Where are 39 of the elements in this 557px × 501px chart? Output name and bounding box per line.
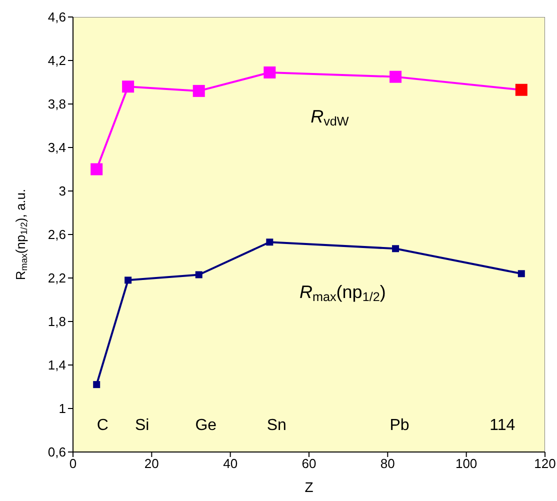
point [390, 70, 402, 83]
y-tick-label: 2,6 [48, 227, 66, 242]
y-tick-label: 3,8 [48, 96, 66, 112]
y-tick-label: 4,6 [48, 10, 66, 25]
y-tick-label: 3,4 [48, 140, 66, 156]
point [93, 381, 100, 388]
point [195, 271, 202, 278]
y-tick-label: 2,2 [48, 270, 66, 286]
x-tick-label: 60 [302, 456, 316, 472]
point [264, 66, 276, 78]
point [392, 245, 400, 252]
y-tick-label: 4,2 [48, 53, 66, 68]
annotation: 114 [490, 417, 516, 434]
annotation: Pb [390, 417, 410, 434]
annotation: Si [134, 417, 150, 434]
y-tick-label: 1 [58, 401, 66, 416]
x-tick-label: 80 [380, 456, 395, 472]
annotation: C [96, 417, 108, 434]
x-tick-label: 0 [69, 456, 77, 472]
point [124, 276, 132, 284]
x-axis-title: Z [304, 479, 314, 495]
point [518, 270, 525, 278]
y-tick-label: 3 [58, 184, 66, 199]
series-label: R$_{max}$(np$_{1/2}$) [300, 282, 386, 304]
annotation: Ge [195, 417, 217, 434]
series-label: R$_{vdW}$ [310, 106, 349, 128]
x-tick-label: 20 [144, 456, 159, 472]
y-tick-label: 0,6 [48, 444, 66, 460]
x-tick-label: 40 [223, 456, 238, 472]
y-tick-label: 1,8 [48, 314, 66, 330]
x-tick-label: 120 [534, 456, 556, 472]
x-tick-label: 100 [455, 456, 478, 472]
point [192, 84, 205, 97]
y-tick-label: 1,4 [48, 358, 66, 373]
point [90, 163, 103, 176]
point [515, 84, 528, 96]
annotation: Sn [266, 417, 286, 434]
point [266, 238, 274, 246]
point [122, 80, 134, 93]
